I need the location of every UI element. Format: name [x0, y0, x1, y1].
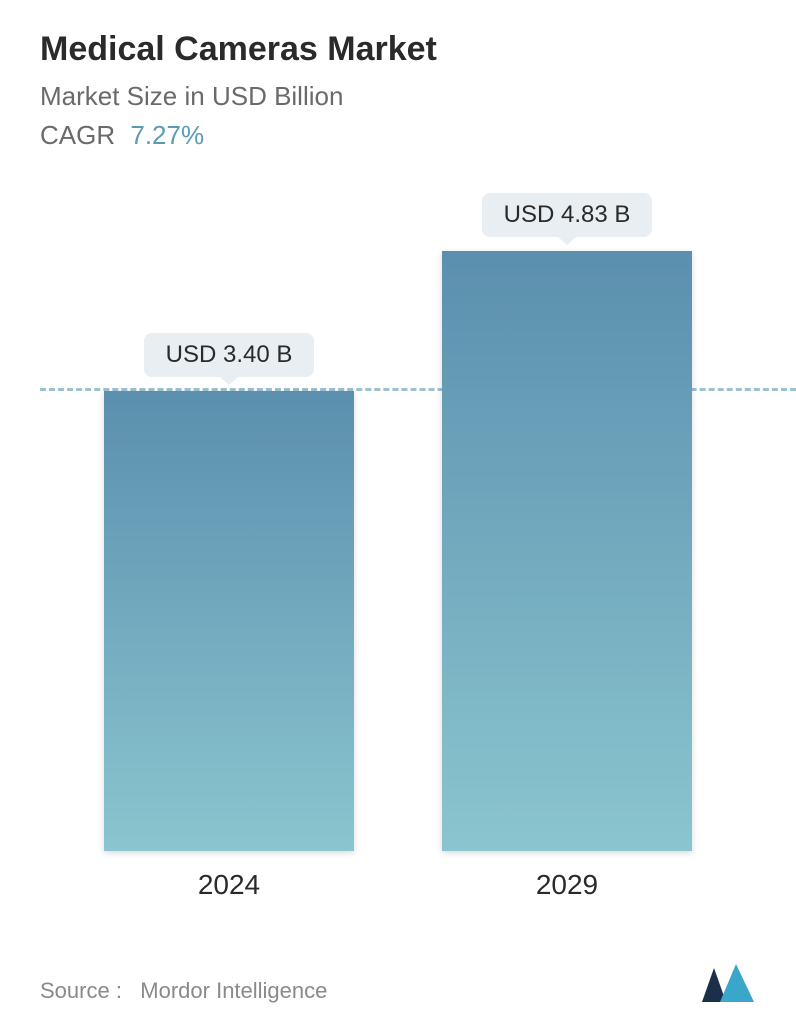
cagr-label: CAGR — [40, 120, 115, 150]
chart-area: USD 3.40 B USD 4.83 B 2024 2029 — [40, 191, 756, 901]
chart-title: Medical Cameras Market — [40, 30, 756, 69]
bar-2029 — [442, 251, 692, 851]
mordor-logo-icon — [700, 962, 756, 1004]
value-badge: USD 4.83 B — [482, 193, 653, 237]
x-label-2029: 2029 — [442, 869, 692, 901]
bar-group-2024: USD 3.40 B — [104, 333, 354, 851]
cagr-row: CAGR 7.27% — [40, 120, 756, 151]
chart-subtitle: Market Size in USD Billion — [40, 81, 756, 112]
x-label-2024: 2024 — [104, 869, 354, 901]
bar-group-2029: USD 4.83 B — [442, 193, 692, 851]
chart-container: Medical Cameras Market Market Size in US… — [0, 0, 796, 1034]
value-badge: USD 3.40 B — [144, 333, 315, 377]
bar-2024 — [104, 391, 354, 851]
cagr-value: 7.27% — [130, 120, 204, 150]
bars-wrap: USD 3.40 B USD 4.83 B — [40, 191, 756, 851]
x-axis-labels: 2024 2029 — [40, 869, 756, 901]
chart-footer: Source : Mordor Intelligence — [40, 962, 756, 1004]
source-name: Mordor Intelligence — [140, 978, 327, 1003]
source-label: Source : — [40, 978, 122, 1003]
source-text: Source : Mordor Intelligence — [40, 978, 327, 1004]
